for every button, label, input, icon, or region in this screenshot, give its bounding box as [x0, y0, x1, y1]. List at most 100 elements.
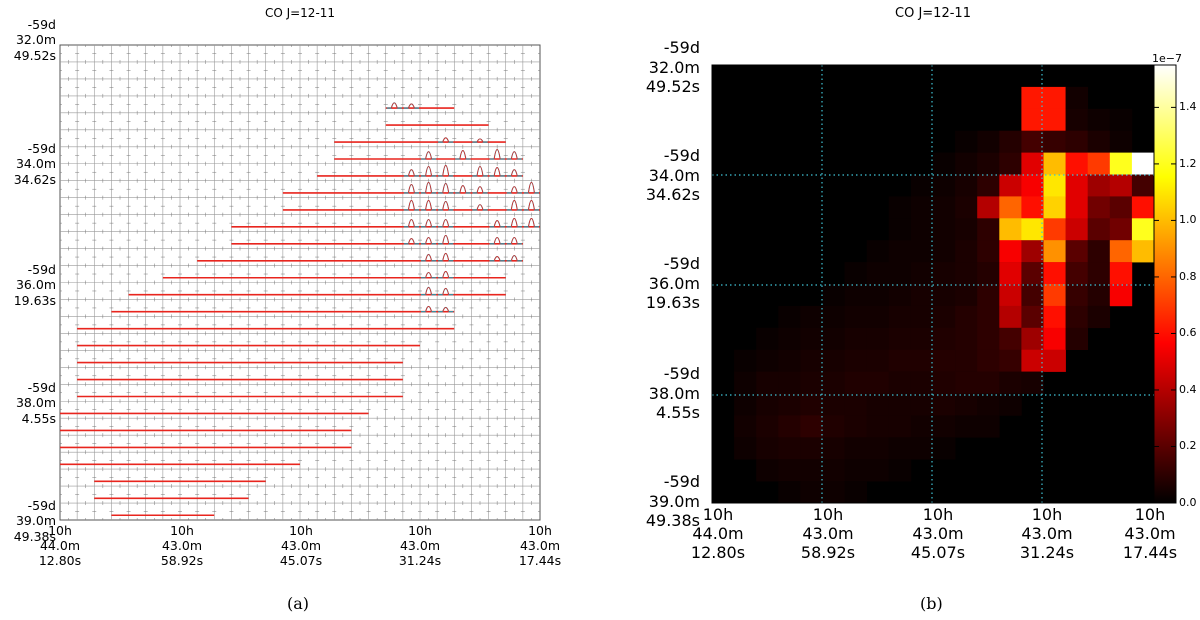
panel-a-cell-tick — [317, 163, 335, 181]
panel-a-cell-tick — [300, 384, 318, 402]
panel-a-cell-tick — [505, 367, 523, 385]
panel-a-cell-tick — [471, 435, 489, 453]
panel-a-cell-tick — [317, 45, 335, 62]
panel-a-cell-tick — [471, 316, 489, 334]
panel-a-cell-tick — [351, 112, 369, 130]
panel-a-cell-tick — [162, 146, 180, 164]
panel-a-cell-tick — [420, 367, 438, 385]
panel-a-cell-tick — [300, 146, 318, 164]
panel-a-cell-tick — [214, 384, 232, 402]
heatmap-cell — [1043, 86, 1066, 110]
panel-a-cell-tick — [197, 61, 215, 79]
panel-a-cell-tick — [334, 214, 352, 232]
heatmap-cell — [778, 481, 801, 504]
panel-a-cell-tick — [420, 418, 438, 436]
panel-a-cell-tick — [420, 299, 438, 317]
heatmap-cell — [1043, 130, 1066, 153]
panel-a-cell-tick — [420, 112, 438, 130]
panel-a-cell-tick — [60, 435, 78, 453]
panel-a-cell-tick — [351, 282, 369, 300]
panel-a-cell-tick — [197, 486, 215, 504]
panel-a-cell-tick — [471, 248, 489, 266]
colorbar-tick-label: 0.4 — [1179, 382, 1197, 396]
panel-a-cell-tick — [248, 435, 266, 453]
panel-a-cell-tick — [454, 95, 472, 113]
panel-a-cell-tick — [180, 282, 198, 300]
panel-a-cell-tick — [145, 45, 163, 62]
panel-a-cell-tick — [60, 401, 78, 419]
panel-a-cell-tick — [128, 45, 146, 62]
panel-a-cell-tick — [454, 78, 472, 96]
heatmap-cell — [910, 218, 934, 241]
panel-a-cell-tick — [300, 367, 318, 385]
heatmap-cell — [888, 371, 912, 394]
panel-a-cell-tick — [180, 401, 198, 419]
panel-a-cell-tick — [522, 435, 540, 453]
heatmap-cell — [756, 437, 779, 460]
panel-a-cell-tick — [471, 503, 489, 520]
heatmap-cell — [933, 196, 956, 219]
panel-a-cell-tick — [77, 265, 95, 283]
panel-a-cell-tick — [111, 197, 129, 215]
heatmap-cell — [822, 284, 845, 307]
panel-a-cell-tick — [145, 163, 163, 181]
panel-a-cell-tick — [265, 384, 283, 402]
panel-a-cell-tick — [317, 214, 335, 232]
panel-a-cell-tick — [265, 299, 283, 317]
panel-a-cell-tick — [128, 282, 146, 300]
panel-a-cell-tick — [162, 95, 180, 113]
panel-a-cell-tick — [231, 418, 249, 436]
heatmap-cell — [778, 393, 801, 416]
panel-a-cell-tick — [420, 350, 438, 368]
panel-a-cell-tick — [265, 248, 283, 266]
panel-a-cell-tick — [128, 350, 146, 368]
panel-a-cell-tick — [471, 61, 489, 79]
heatmap-cell — [1021, 327, 1044, 350]
spectrum-fit — [425, 237, 432, 244]
heatmap-cell — [1043, 196, 1066, 219]
panel-a-cell-tick — [437, 112, 455, 130]
panel-a-cell-tick — [145, 401, 163, 419]
panel-a-cell-tick — [334, 248, 352, 266]
panel-a-cell-tick — [471, 350, 489, 368]
panel-a-cell-tick — [248, 214, 266, 232]
panel-a-cell-tick — [334, 197, 352, 215]
heatmap-cell — [888, 459, 912, 482]
heatmap-cell — [822, 459, 845, 482]
spectrum-fit — [425, 200, 432, 210]
heatmap-cell — [955, 349, 978, 372]
heatmap-cell — [977, 284, 1000, 307]
panel-a-cell-tick — [505, 384, 523, 402]
panel-a-cell-tick — [402, 401, 420, 419]
panel-a-cell-tick — [351, 265, 369, 283]
panel-b-xlabel: 10h 43.0m 58.92s — [800, 505, 856, 562]
panel-a-cell-tick — [60, 486, 78, 504]
heatmap-cell — [999, 130, 1022, 153]
heatmap-cell — [1043, 240, 1066, 263]
panel-a-cell-tick — [300, 265, 318, 283]
panel-a-cell-tick — [94, 231, 112, 249]
spectrum-fit — [476, 138, 484, 143]
panel-a-cell-tick — [351, 384, 369, 402]
panel-a-cell-tick — [282, 180, 300, 198]
heatmap-cell — [1087, 284, 1111, 307]
panel-a-cell-tick — [60, 95, 78, 113]
panel-a-cell-tick — [454, 231, 472, 249]
panel-a-cell-tick — [385, 180, 403, 198]
heatmap-cell — [1087, 305, 1111, 329]
spectrum-fit — [425, 219, 432, 227]
heatmap-cell — [999, 240, 1022, 263]
panel-a-cell-tick — [145, 367, 163, 385]
panel-a-cell-tick — [231, 367, 249, 385]
panel-a-cell-tick — [180, 350, 198, 368]
spectrum-fit — [408, 169, 415, 177]
panel-a-cell-tick — [351, 78, 369, 96]
panel-a-cell-tick — [368, 299, 386, 317]
spectrum-fit — [425, 182, 432, 193]
panel-a-cell-tick — [385, 112, 403, 130]
panel-a-cell-tick — [128, 435, 146, 453]
panel-a-cell-tick — [454, 418, 472, 436]
panel-a-cell-tick — [437, 486, 455, 504]
spectrum-fit — [510, 186, 518, 194]
heatmap-cell — [933, 415, 956, 438]
